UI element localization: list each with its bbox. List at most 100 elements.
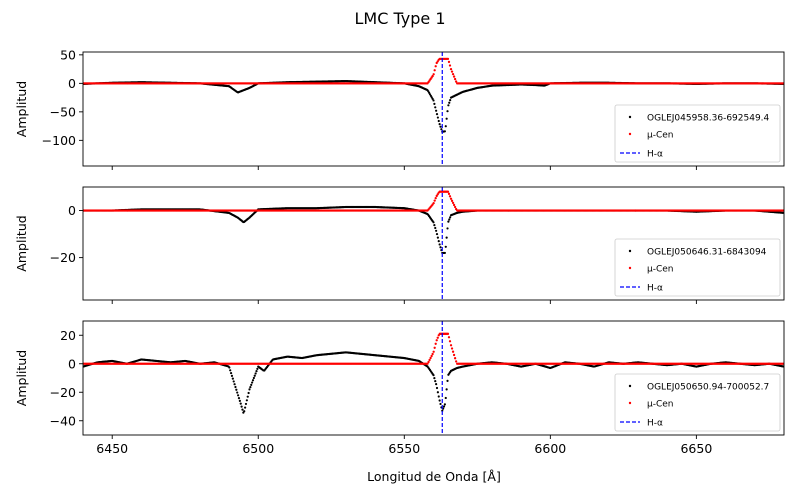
legend-marker [628,115,632,119]
data-point [447,60,451,64]
legend-box [614,238,781,297]
data-point [230,374,234,377]
y-tick-label: 0 [68,203,76,218]
x-axis-label: Longitud de Onda [Å] [367,469,501,484]
data-point [445,236,448,239]
data-point [446,110,449,113]
data-point [782,362,784,365]
x-tick-label: 6650 [680,441,712,456]
data-point [432,201,435,205]
data-point [435,109,438,112]
data-point [436,336,439,339]
legend-label: H-α [647,419,663,429]
data-point [234,385,237,389]
y-tick-label: 0 [68,76,76,91]
plot-area [83,321,784,435]
data-point [430,354,433,358]
data-point [446,227,449,230]
data-point [244,406,247,409]
data-point [448,64,452,67]
data-point [452,203,456,207]
data-point [444,125,447,128]
data-point [434,197,437,200]
data-point [452,75,456,78]
data-point [451,201,455,205]
data-point [454,80,458,83]
data-point [782,209,784,212]
x-tick-label: 6500 [242,441,274,456]
data-point [438,243,441,246]
data-point [255,370,258,373]
data-point [451,72,455,76]
legend-marker [628,401,632,405]
data-point [432,374,435,377]
data-point [434,342,437,345]
data-point [428,358,431,362]
data-point [448,101,451,104]
data-point [245,399,248,402]
legend-marker [628,384,632,388]
data-point [435,229,438,232]
data-point [435,232,439,236]
y-tick-label: −40 [50,413,76,428]
data-point [782,365,784,368]
data-point [435,194,438,198]
data-point [433,346,436,349]
data-point [446,332,450,335]
data-point [448,218,451,221]
data-point [251,381,254,384]
y-axis-label: Amplitud [14,215,29,271]
data-point [453,77,457,81]
data-point [443,251,446,255]
y-axis-label: Amplitud [14,81,29,137]
data-point [436,236,439,239]
legend-label: OGLEJ050646.31-6843094 [647,248,767,258]
data-point [432,221,435,224]
data-point [246,395,249,398]
data-point [228,366,231,369]
series-mu-cen [83,57,784,85]
data-point [435,113,439,116]
data-point [449,197,453,200]
data-point [447,192,451,195]
data-point [434,380,437,383]
data-point [447,104,450,107]
legend-box [614,104,781,163]
y-tick-label: −50 [50,104,76,119]
data-point [250,383,253,386]
y-tick-label: 20 [60,328,76,343]
data-point [439,125,442,128]
legend-label: μ-Cen [647,131,674,141]
data-point [436,391,439,394]
axes-frame [82,51,785,167]
data-point [450,70,454,73]
data-point [247,391,250,395]
data-point [447,220,450,223]
data-point [443,130,446,133]
data-point [240,405,243,408]
legend-label: H-α [647,150,663,160]
data-point [439,246,442,249]
y-tick-label: −20 [50,250,76,265]
x-tick-label: 6600 [534,441,566,456]
data-point [432,99,435,102]
data-point [241,408,244,411]
series-mu-cen [83,190,784,212]
data-point [444,396,447,400]
data-point [248,388,251,391]
plot-area [83,52,784,166]
data-point [442,405,446,408]
data-point [233,383,236,386]
legend-box [614,373,781,432]
data-point [450,347,454,350]
data-point [436,116,439,119]
data-point [431,352,434,356]
data-point [431,74,434,78]
data-point [435,386,439,390]
legend-label: OGLEJ050650.94-700052.7 [647,383,769,393]
data-point [432,350,435,353]
